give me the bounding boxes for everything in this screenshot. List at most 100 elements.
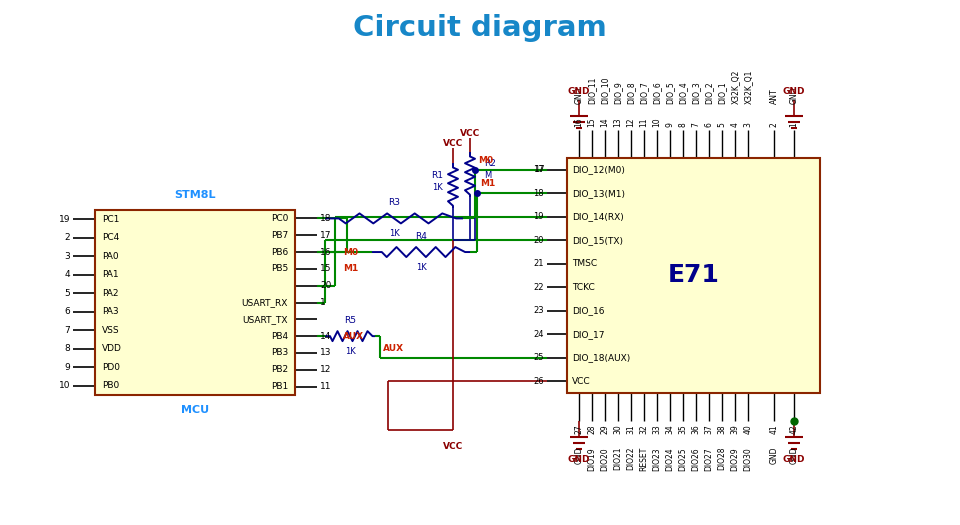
Text: DIO_16: DIO_16 xyxy=(572,306,605,315)
Text: 1K: 1K xyxy=(432,183,443,192)
Text: GND: GND xyxy=(782,87,805,96)
Text: DIO_6: DIO_6 xyxy=(653,81,661,104)
Text: DIO_2: DIO_2 xyxy=(705,81,713,104)
Text: DIO_8: DIO_8 xyxy=(627,81,636,104)
Text: GND: GND xyxy=(574,447,584,465)
Text: 13: 13 xyxy=(613,118,622,127)
Text: ANT: ANT xyxy=(770,88,779,104)
Text: DIO_5: DIO_5 xyxy=(665,81,675,104)
Text: M: M xyxy=(484,171,492,180)
Text: VDD: VDD xyxy=(102,344,122,353)
Text: DIO_12(M0): DIO_12(M0) xyxy=(572,165,625,174)
Text: 29: 29 xyxy=(601,424,610,434)
Text: R2: R2 xyxy=(484,159,496,167)
Text: 7: 7 xyxy=(691,122,701,127)
Text: DIO_7: DIO_7 xyxy=(639,81,649,104)
Text: PB0: PB0 xyxy=(102,381,119,390)
Text: R1: R1 xyxy=(431,171,443,180)
Text: 3: 3 xyxy=(64,252,70,261)
Text: R3: R3 xyxy=(388,198,400,207)
Text: PC0: PC0 xyxy=(271,214,288,223)
Text: 2: 2 xyxy=(770,122,779,127)
Text: PB2: PB2 xyxy=(271,365,288,374)
Text: PB3: PB3 xyxy=(271,349,288,358)
Text: 10: 10 xyxy=(653,118,661,127)
Text: 36: 36 xyxy=(691,424,701,434)
Text: PA1: PA1 xyxy=(102,270,119,279)
Text: DIO_10: DIO_10 xyxy=(601,77,610,104)
Text: PB5: PB5 xyxy=(271,265,288,274)
Text: 9: 9 xyxy=(665,122,675,127)
Text: 18: 18 xyxy=(534,189,544,198)
Text: 37: 37 xyxy=(705,424,713,434)
Text: 10: 10 xyxy=(59,381,70,390)
Text: 6: 6 xyxy=(64,307,70,316)
Text: 38: 38 xyxy=(717,424,727,434)
Text: VCC: VCC xyxy=(443,139,463,148)
Text: 12: 12 xyxy=(627,118,636,127)
Text: PA2: PA2 xyxy=(102,289,118,298)
Text: GND: GND xyxy=(789,447,799,465)
Text: M0: M0 xyxy=(343,248,358,257)
Text: DIO_4: DIO_4 xyxy=(679,81,687,104)
Text: 11: 11 xyxy=(320,382,331,391)
Text: VSS: VSS xyxy=(102,326,120,335)
Text: R5: R5 xyxy=(344,316,356,325)
Text: DIO19: DIO19 xyxy=(588,447,596,470)
FancyBboxPatch shape xyxy=(567,158,820,393)
Text: AUX: AUX xyxy=(383,344,404,353)
Text: GND: GND xyxy=(567,87,590,96)
Text: DIO21: DIO21 xyxy=(613,447,622,470)
Text: DIO20: DIO20 xyxy=(601,447,610,470)
Text: DIO29: DIO29 xyxy=(731,447,739,470)
Text: 8: 8 xyxy=(64,344,70,353)
Text: 32: 32 xyxy=(639,424,649,434)
Text: 17: 17 xyxy=(535,165,545,174)
Text: 19: 19 xyxy=(59,215,70,224)
Text: PB4: PB4 xyxy=(271,332,288,341)
Text: 39: 39 xyxy=(731,424,739,434)
Text: DIO24: DIO24 xyxy=(665,447,675,470)
Text: 17: 17 xyxy=(320,230,331,240)
Text: DIO27: DIO27 xyxy=(705,447,713,470)
Text: DIO_18(AUX): DIO_18(AUX) xyxy=(572,353,631,362)
Text: 1K: 1K xyxy=(345,347,355,356)
Text: 26: 26 xyxy=(534,377,544,386)
Text: M1: M1 xyxy=(480,179,495,188)
Text: DIO26: DIO26 xyxy=(691,447,701,470)
FancyBboxPatch shape xyxy=(95,210,295,395)
Text: PB1: PB1 xyxy=(271,382,288,391)
Text: 5: 5 xyxy=(717,122,727,127)
Text: 12: 12 xyxy=(320,365,331,374)
Text: 16: 16 xyxy=(574,118,584,127)
Text: 24: 24 xyxy=(534,330,544,339)
Text: 28: 28 xyxy=(588,424,596,434)
Text: DIO_1: DIO_1 xyxy=(717,81,727,104)
Text: 27: 27 xyxy=(574,424,584,434)
Text: PD0: PD0 xyxy=(102,363,120,372)
Text: 40: 40 xyxy=(743,424,753,434)
Text: 1K: 1K xyxy=(416,263,426,272)
Text: GND: GND xyxy=(567,455,590,464)
Text: GND: GND xyxy=(574,87,584,104)
Text: DIO_14(RX): DIO_14(RX) xyxy=(572,212,624,221)
Text: 15: 15 xyxy=(588,118,596,127)
Text: TCKC: TCKC xyxy=(572,283,595,292)
Text: USART_TX: USART_TX xyxy=(243,315,288,324)
Text: DIO_13(M1): DIO_13(M1) xyxy=(572,189,625,198)
Text: 16: 16 xyxy=(320,248,331,257)
Text: M0: M0 xyxy=(478,156,493,165)
Text: 6: 6 xyxy=(705,122,713,127)
Text: 5: 5 xyxy=(64,289,70,298)
Text: R4: R4 xyxy=(415,232,427,241)
Text: 41: 41 xyxy=(770,424,779,434)
Text: GND: GND xyxy=(782,455,805,464)
Text: 4: 4 xyxy=(64,270,70,279)
Text: 33: 33 xyxy=(653,424,661,434)
Text: 3: 3 xyxy=(743,122,753,127)
Text: 18: 18 xyxy=(320,214,331,223)
Text: DIO_15(TX): DIO_15(TX) xyxy=(572,236,623,245)
Text: 20: 20 xyxy=(320,281,331,290)
Text: 17: 17 xyxy=(534,165,544,174)
Text: AUX: AUX xyxy=(343,332,364,341)
